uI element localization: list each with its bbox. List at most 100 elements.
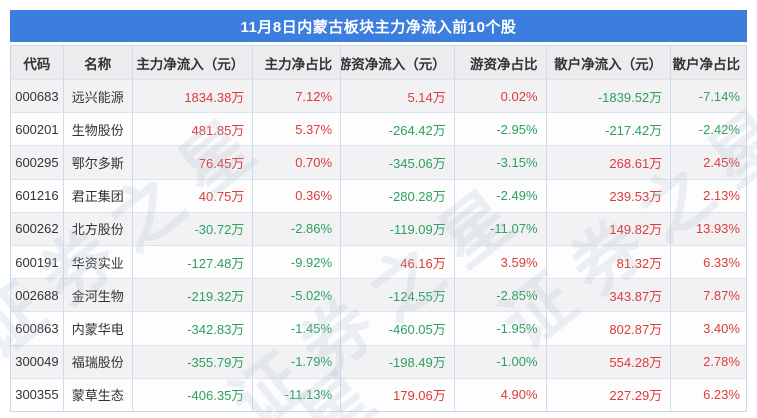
cell-main_inflow: -355.79万 [133, 345, 254, 378]
cell-main_inflow: 76.45万 [133, 146, 254, 179]
cell-hot_inflow: -345.06万 [341, 146, 455, 179]
cell-hot_inflow: -119.09万 [341, 212, 455, 245]
cell-main_inflow: 1834.38万 [133, 80, 254, 113]
cell-hot_ratio: -2.95% [455, 113, 547, 146]
cell-main_ratio: -11.13% [253, 378, 342, 411]
cell-main_ratio: -2.86% [253, 212, 342, 245]
table-row: 600863 内蒙华电 -342.83万 -1.45% -460.05万 -1.95% 80… [11, 311, 746, 345]
cell-code: 002688 [11, 279, 64, 312]
cell-main_inflow: -342.83万 [133, 312, 254, 345]
table-row: 600295 鄂尔多斯 76.45万 0.70% -345.06万 -3.15% 268.6… [11, 145, 746, 179]
cell-hot_ratio: -11.07% [455, 212, 547, 245]
cell-hot_inflow: -264.42万 [341, 113, 455, 146]
table-body: 000683 远兴能源 1834.38万 7.12% 5.14万 0.02% -1839.5… [11, 79, 746, 411]
cell-code: 300049 [11, 345, 64, 378]
header-cell-retail_ratio: 散户净占比 [672, 56, 740, 72]
cell-main_ratio: -9.92% [253, 245, 342, 279]
table-row: 300049 福瑞股份 -355.79万 -1.79% -198.49万 -1.00% 55… [11, 344, 746, 378]
cell-main_inflow: 481.85万 [133, 113, 254, 146]
cell-main_ratio: -5.02% [253, 279, 342, 312]
cell-retail_ratio: 2.13% [703, 188, 740, 204]
infographic-page: 11月8日内蒙古板块主力净流入前10个股 代码 名称 主力净流入（元） 主力净占比 游资… [10, 10, 747, 412]
cell-hot_ratio: -1.95% [455, 312, 547, 345]
cell-main_inflow: -219.32万 [133, 279, 254, 312]
cell-retail_inflow: 81.32万 [547, 245, 672, 279]
cell-retail_ratio: 2.45% [703, 154, 740, 170]
cell-hot_inflow: 46.16万 [341, 245, 455, 279]
cell-hot_ratio: 4.90% [455, 378, 547, 411]
table-row: 600191 华资实业 -127.48万 -9.92% 46.16万 3.59% 81.32… [11, 244, 746, 279]
table-row: 600201 生物股份 481.85万 5.37% -264.42万 -2.95% -217… [11, 112, 746, 146]
cell-hot_inflow: -198.49万 [341, 345, 455, 378]
cell-retail_ratio: -2.42% [698, 121, 740, 137]
header-cell-main_ratio: 主力净占比 [253, 46, 342, 79]
cell-retail_ratio: 3.40% [703, 320, 740, 336]
header-cell-hot_ratio: 游资净占比 [455, 46, 547, 79]
cell-hot_inflow: -124.55万 [341, 279, 455, 312]
cell-code: 600295 [11, 146, 64, 179]
cell-code: 000683 [11, 80, 64, 113]
cell-retail_inflow: 268.61万 [547, 146, 672, 179]
cell-main_ratio: -1.79% [253, 345, 342, 378]
cell-hot_ratio: -2.49% [455, 179, 547, 212]
header-cell-main_inflow: 主力净流入（元） [133, 46, 254, 79]
cell-retail_inflow: 343.87万 [547, 279, 672, 312]
cell-hot_ratio: -1.00% [455, 345, 547, 378]
cell-code: 300355 [11, 378, 64, 411]
cell-retail_ratio: 7.87% [703, 287, 740, 303]
cell-retail_inflow: 554.28万 [547, 345, 672, 378]
cell-main_ratio: 0.70% [253, 146, 342, 179]
cell-retail_inflow: 239.53万 [547, 179, 672, 212]
cell-main_ratio: -1.45% [253, 312, 342, 345]
cell-name: 福瑞股份 [64, 345, 133, 378]
cell-name: 内蒙华电 [64, 312, 133, 345]
cell-retail_ratio: -7.14% [698, 88, 740, 104]
cell-code: 601216 [11, 179, 64, 212]
table-header-row: 代码 名称 主力净流入（元） 主力净占比 游资净流入（元） 游资净占比 散户净流入（元） 散户… [11, 46, 746, 79]
cell-hot_inflow: 5.14万 [341, 80, 455, 113]
cell-name: 金河生物 [64, 279, 133, 312]
cell-retail_ratio: 13.93% [695, 221, 740, 237]
page-title: 11月8日内蒙古板块主力净流入前10个股 [10, 10, 747, 42]
cell-name: 生物股份 [64, 113, 133, 146]
cell-main_inflow: -406.35万 [133, 378, 254, 411]
cell-retail_inflow: 227.29万 [547, 378, 672, 411]
cell-hot_ratio: -3.15% [455, 146, 547, 179]
table-row: 600262 北方股份 -30.72万 -2.86% -119.09万 -11.07% 14… [11, 211, 746, 245]
cell-name: 君正集团 [64, 179, 133, 212]
cell-main_inflow: -30.72万 [133, 212, 254, 245]
stock-table: 代码 名称 主力净流入（元） 主力净占比 游资净流入（元） 游资净占比 散户净流入（元） 散户… [10, 45, 747, 412]
cell-main_ratio: 5.37% [253, 113, 342, 146]
cell-name: 蒙草生态 [64, 378, 133, 411]
cell-hot_ratio: 3.59% [455, 245, 547, 279]
cell-hot_inflow: 179.06万 [341, 378, 455, 411]
cell-hot_ratio: 0.02% [455, 80, 547, 113]
cell-hot_ratio: -2.85% [455, 279, 547, 312]
cell-code: 600262 [11, 212, 64, 245]
table-row: 300355 蒙草生态 -406.35万 -11.13% 179.06万 4.90% 227… [11, 377, 746, 411]
cell-code: 600191 [11, 245, 64, 279]
cell-name: 北方股份 [64, 212, 133, 245]
cell-retail_inflow: 802.87万 [547, 312, 672, 345]
cell-main_ratio: 0.36% [253, 179, 342, 212]
cell-code: 600201 [11, 113, 64, 146]
header-cell-retail_inflow: 散户净流入（元） [547, 46, 672, 79]
cell-retail_inflow: 149.82万 [547, 212, 672, 245]
cell-retail_ratio: 2.78% [703, 354, 740, 370]
cell-name: 华资实业 [64, 245, 133, 279]
cell-retail_ratio: 6.33% [703, 254, 740, 270]
cell-main_ratio: 7.12% [253, 80, 342, 113]
cell-retail_inflow: -217.42万 [547, 113, 672, 146]
cell-main_inflow: 40.75万 [133, 179, 254, 212]
cell-main_inflow: -127.48万 [133, 245, 254, 279]
cell-hot_inflow: -280.28万 [341, 179, 455, 212]
table-row: 601216 君正集团 40.75万 0.36% -280.28万 -2.49% 239.5… [11, 178, 746, 212]
table-row: 002688 金河生物 -219.32万 -5.02% -124.55万 -2.85% 34… [11, 278, 746, 312]
cell-name: 远兴能源 [64, 80, 133, 113]
table-row: 000683 远兴能源 1834.38万 7.12% 5.14万 0.02% -1839.5… [11, 79, 746, 113]
cell-code: 600863 [11, 312, 64, 345]
header-cell-hot_inflow: 游资净流入（元） [341, 46, 455, 79]
cell-retail_ratio: 6.23% [703, 387, 740, 403]
header-cell-code: 代码 [11, 46, 64, 79]
header-cell-name: 名称 [64, 46, 133, 79]
